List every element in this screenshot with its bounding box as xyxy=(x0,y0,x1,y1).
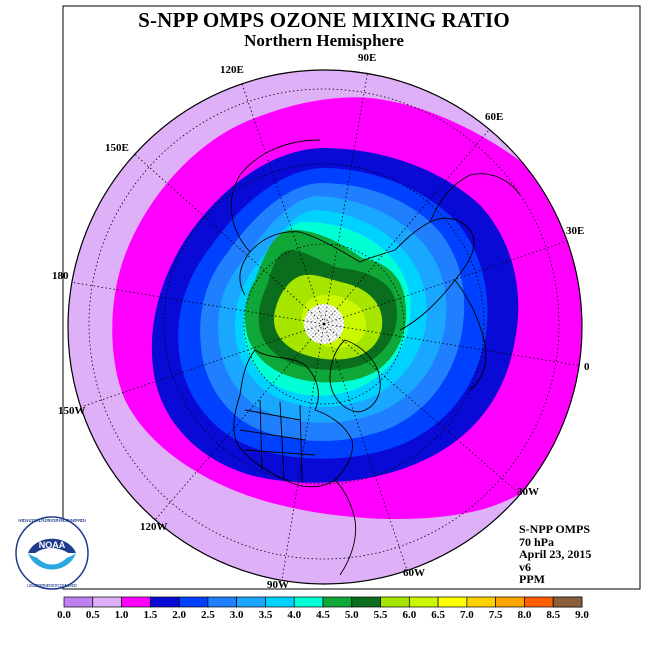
coastlines xyxy=(230,139,521,576)
colorbar-swatch xyxy=(63,596,94,608)
lon-30w: 30W xyxy=(517,486,539,498)
info-units: PPM xyxy=(519,572,545,587)
colorbar-swatch xyxy=(437,596,468,608)
info-date: April 23, 2015 xyxy=(519,547,592,562)
lon-180: 180 xyxy=(52,270,69,282)
noaa-logo-text: NOAA xyxy=(39,540,66,550)
longitude-labels: 90E 60E 30E 0 30W 60W 90W 120W 150W 180 … xyxy=(52,52,590,591)
colorbar-label: 8.0 xyxy=(518,609,532,621)
colorbar: 0.0 0.5 1.0 1.5 2.0 2.5 3.0 3.5 4.0 4.5 5.0 5.5 6.0 6… xyxy=(57,596,589,621)
lon-150w: 150W xyxy=(58,405,86,417)
colorbar-label: 0.5 xyxy=(86,609,100,621)
colorbar-label: 2.5 xyxy=(201,609,215,621)
colorbar-label: 8.5 xyxy=(546,609,560,621)
colorbar-label: 5.0 xyxy=(345,609,359,621)
colorbar-label: 3.0 xyxy=(230,609,244,621)
map-subtitle: Northern Hemisphere xyxy=(244,31,404,50)
colorbar-swatch xyxy=(380,596,410,608)
colorbar-swatch xyxy=(293,596,324,608)
info-level: 70 hPa xyxy=(519,534,555,549)
colorbar-label: 3.5 xyxy=(259,609,273,621)
map-boundary xyxy=(67,69,583,585)
noaa-logo-ring-text: NATIONAL OCEANIC AND ATMOSPHERIC ADMINIS… xyxy=(18,518,86,523)
colorbar-label: 2.0 xyxy=(172,609,186,621)
lon-120e: 120E xyxy=(220,64,244,76)
info-version: v6 xyxy=(519,559,531,574)
colorbar-swatch xyxy=(524,596,554,608)
lon-0: 0 xyxy=(584,361,590,373)
colorbar-label: 4.5 xyxy=(316,609,330,621)
colorbar-label: 0.0 xyxy=(57,609,71,621)
info-instrument: S-NPP OMPS xyxy=(519,522,590,536)
colorbar-swatch xyxy=(351,596,381,608)
colorbar-label: 6.5 xyxy=(431,609,445,621)
colorbar-label: 1.5 xyxy=(143,609,157,621)
lon-90e: 90E xyxy=(358,52,376,64)
lon-60e: 60E xyxy=(485,111,503,123)
lon-120w: 120W xyxy=(140,521,168,533)
colorbar-label: 7.0 xyxy=(460,609,474,621)
lon-90w: 90W xyxy=(267,579,289,591)
colorbar-swatch xyxy=(495,596,525,608)
colorbar-swatch xyxy=(236,596,266,608)
colorbar-swatch xyxy=(265,596,295,608)
plot-frame xyxy=(62,5,641,590)
map-title: S-NPP OMPS OZONE MIXING RATIO xyxy=(138,8,510,32)
colorbar-label: 7.5 xyxy=(489,609,503,621)
lon-150e: 150E xyxy=(105,142,129,154)
graticule xyxy=(69,70,582,581)
lon-60w: 60W xyxy=(403,567,425,579)
colorbar-swatch xyxy=(178,596,209,608)
noaa-logo-ring-text-bottom: U.S. DEPARTMENT OF COMMERCE xyxy=(27,583,77,588)
colorbar-swatch xyxy=(552,596,583,608)
colorbar-swatch xyxy=(92,596,122,608)
colorbar-label: 1.0 xyxy=(115,609,129,621)
colorbar-swatch xyxy=(408,596,439,608)
colorbar-swatch xyxy=(149,596,180,608)
colorbar-label: 5.5 xyxy=(374,609,388,621)
colorbar-label: 4.0 xyxy=(287,609,301,621)
colorbar-swatch xyxy=(466,596,497,608)
colorbar-swatch xyxy=(322,596,353,608)
colorbar-label: 9.0 xyxy=(575,609,589,621)
noaa-logo: NOAA NATIONAL OCEANIC AND ATMOSPHERIC AD… xyxy=(15,516,89,590)
colorbar-swatch xyxy=(207,596,238,608)
info-block: S-NPP OMPS 70 hPa April 23, 2015 v6 PPM xyxy=(519,523,591,586)
lon-30e: 30E xyxy=(566,225,584,237)
colorbar-swatch xyxy=(121,596,151,608)
colorbar-label: 6.0 xyxy=(402,609,416,621)
